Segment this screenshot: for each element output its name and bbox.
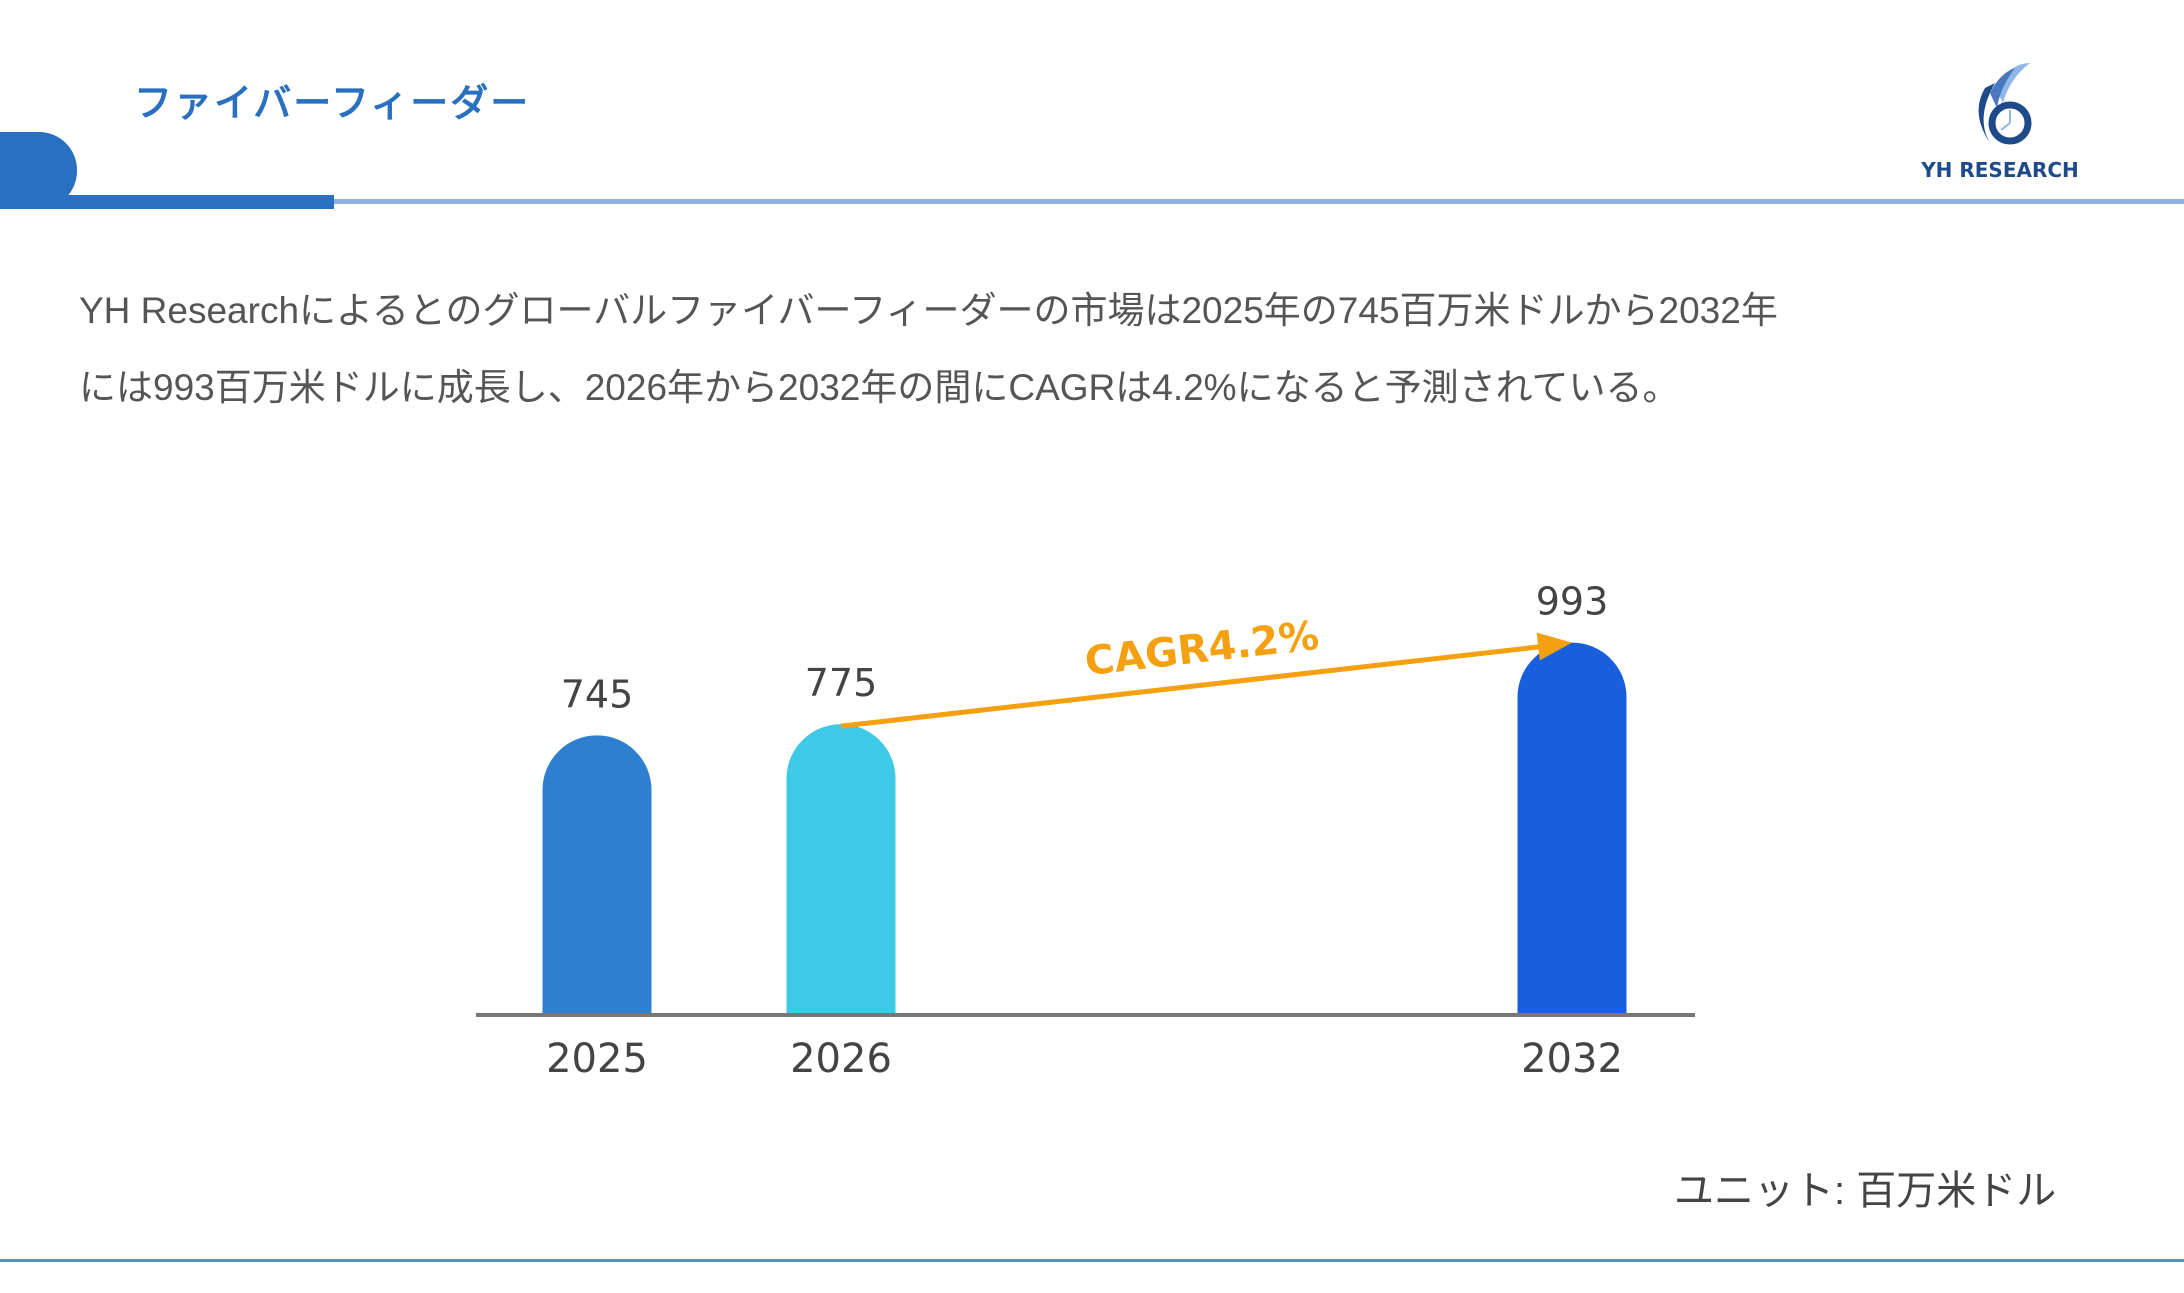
cagr-arrow-line [840, 643, 1551, 729]
bar-2032 [1517, 642, 1627, 1014]
description-line: には993百万米ドルに成長し、2026年から2032年の間にCAGRは4.2%に… [79, 367, 1680, 408]
yh-research-logo: YH RESEARCH [1915, 58, 2085, 188]
cagr-arrow-head-icon [1536, 632, 1572, 661]
header-divider [334, 199, 2184, 204]
market-description: YH Researchによるとのグローバルファイバーフィーダーの市場は2025年… [79, 272, 2139, 426]
data-label: 745 [561, 672, 634, 716]
header-bar-decoration [0, 195, 334, 209]
x-tick-label: 2032 [1521, 1036, 1623, 1082]
logo-mark-icon [1978, 63, 2032, 145]
page-title: ファイバーフィーダー [134, 81, 531, 125]
bar-2025 [542, 735, 652, 1014]
description-line: YH Researchによるとのグローバルファイバーフィーダーの市場は2025年… [79, 290, 1778, 331]
data-label: 993 [1536, 580, 1609, 624]
x-tick-label: 2026 [790, 1036, 892, 1082]
footer-divider [0, 1259, 2184, 1262]
x-tick-label: 2025 [546, 1036, 648, 1082]
logo-text: YH RESEARCH [1921, 158, 2079, 182]
data-label: 775 [805, 661, 878, 705]
unit-label: ユニット: 百万米ドル [1674, 1169, 2057, 1213]
bar-2026 [786, 724, 896, 1014]
